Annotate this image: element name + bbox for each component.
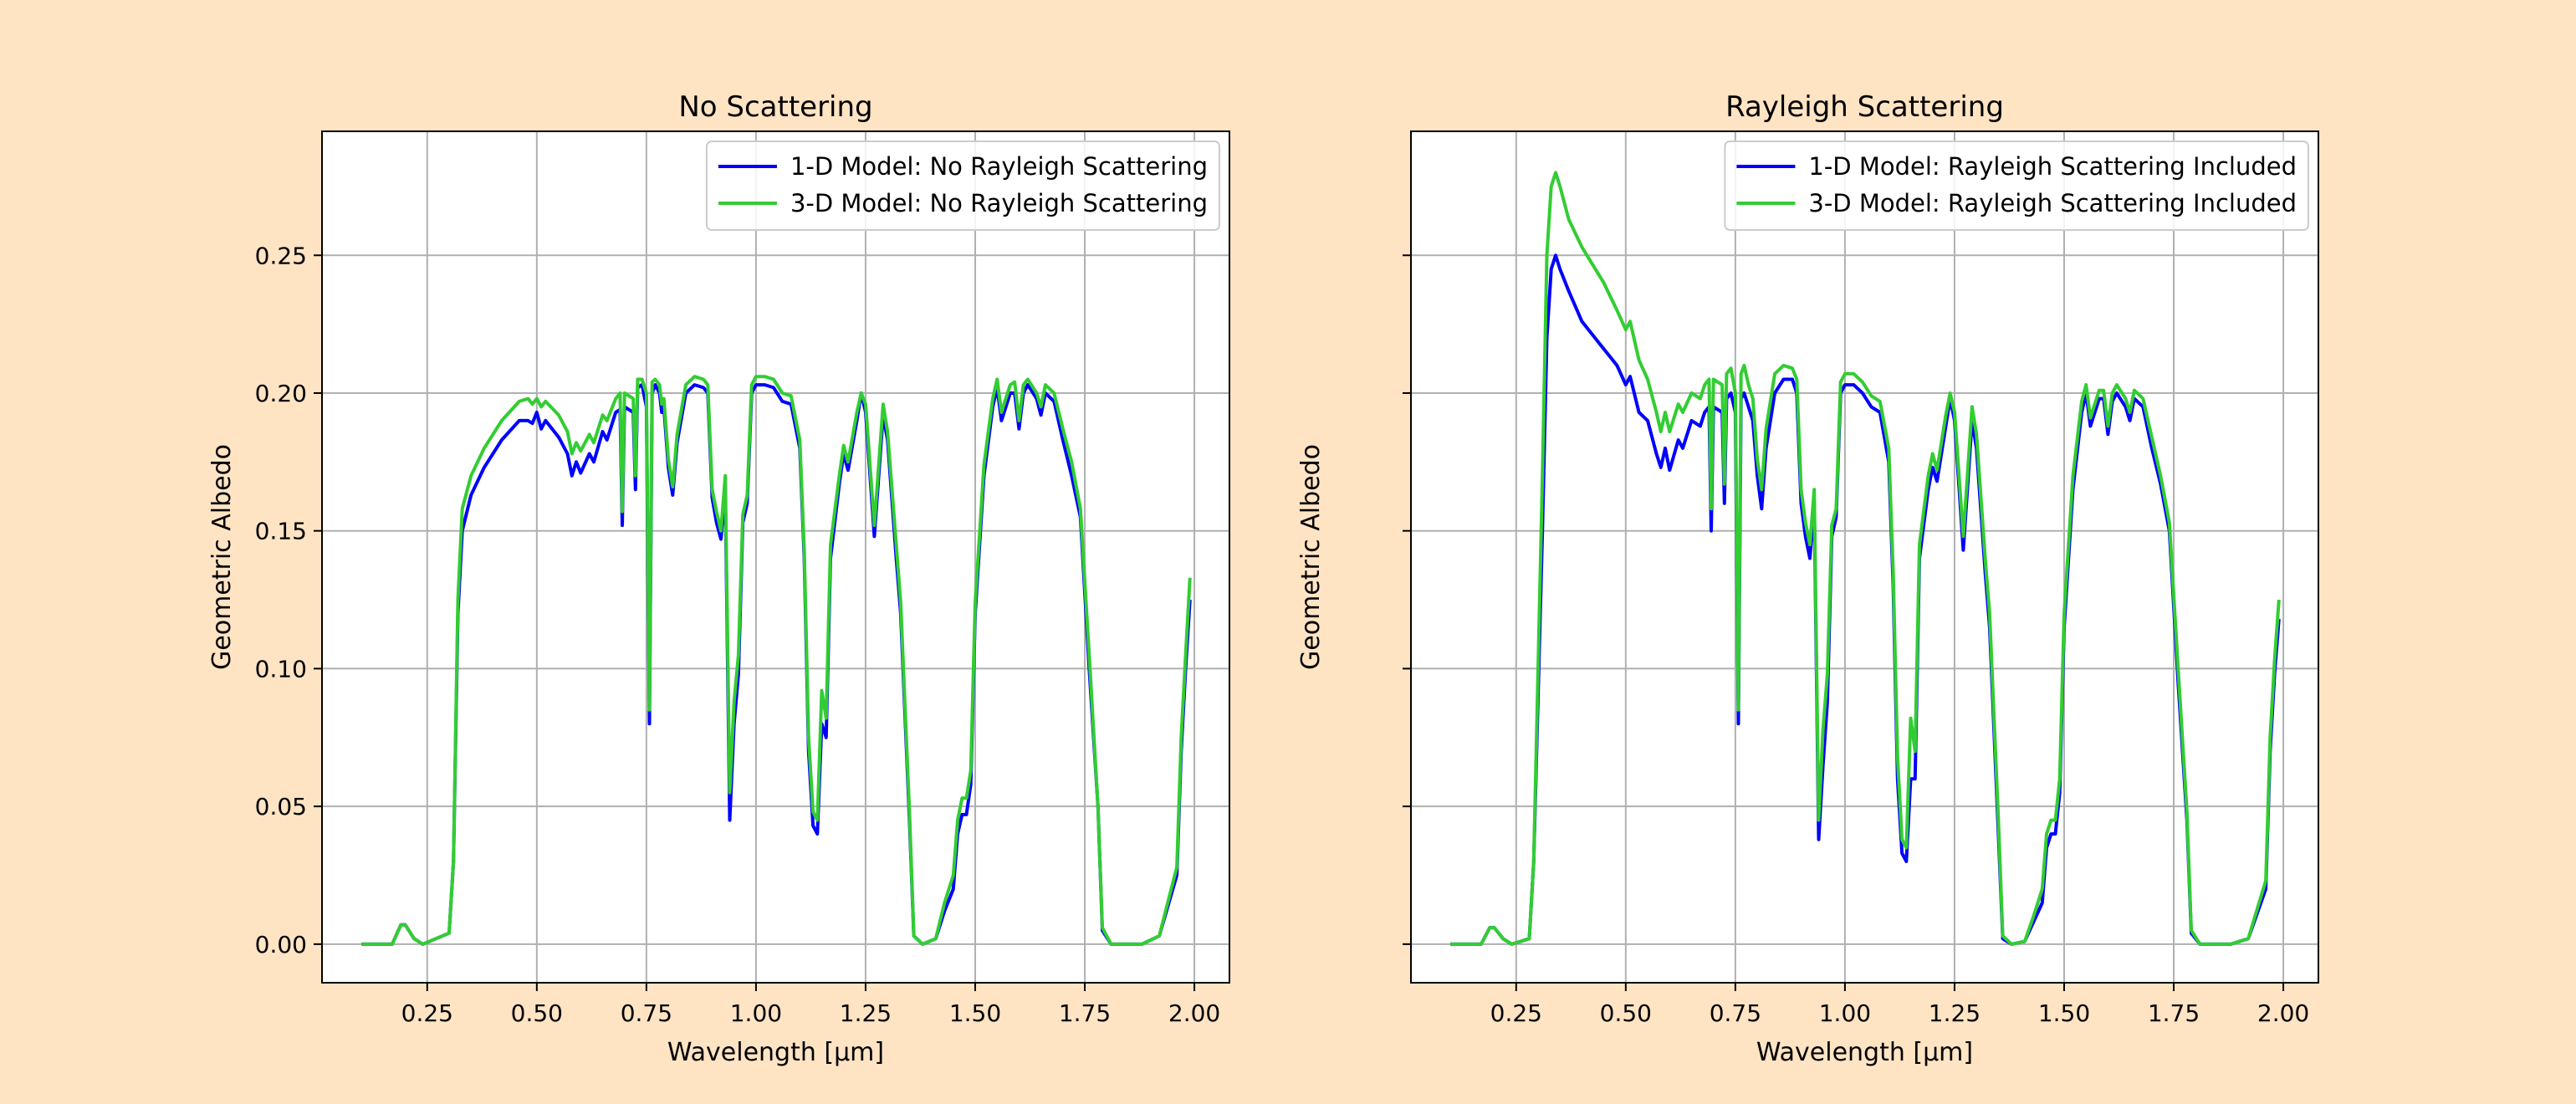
- x-tick-label: 1.00: [1819, 999, 1871, 1027]
- y-tick-label: 0.10: [255, 655, 307, 682]
- y-tick-label: 0.20: [255, 380, 307, 407]
- x-tick-label: 0.50: [511, 999, 563, 1027]
- series-group: [1450, 171, 2281, 946]
- legend-box: [1724, 141, 2309, 231]
- x-tick-label: 2.00: [2257, 999, 2309, 1027]
- y-tick-label: 0.15: [255, 518, 307, 545]
- axes-frame: [1410, 130, 2319, 984]
- x-tick-label: 0.75: [621, 999, 672, 1027]
- series-line-3d: [1450, 171, 2281, 946]
- y-tick-label: 0.00: [255, 931, 307, 958]
- x-tick-label: 1.50: [949, 999, 1001, 1027]
- plot-area: [322, 131, 1229, 983]
- legend-label: 3-D Model: Rayleigh Scattering Included: [1808, 189, 2297, 217]
- chart-panel-1: 0.25 0.50 0.75 1.00 1.25 1.50 1.75 2.00 0.00 0.05…: [207, 90, 1230, 1067]
- axes-frame: [321, 130, 1230, 984]
- legend-box: [705, 141, 1220, 231]
- x-tick-label: 1.50: [2038, 999, 2090, 1027]
- x-tick-label: 0.50: [1600, 999, 1652, 1027]
- legend-label: 1-D Model: No Rayleigh Scattering: [790, 152, 1208, 181]
- y-axis-label: Geometric Albedo: [1296, 444, 1326, 670]
- chart-title: Rayleigh Scattering: [1725, 90, 2004, 124]
- x-tick-label: 0.25: [1490, 999, 1542, 1027]
- x-tick-label: 1.00: [730, 999, 782, 1027]
- legend-label: 3-D Model: No Rayleigh Scattering: [790, 189, 1208, 217]
- x-axis-label: Wavelength [μm]: [1756, 1038, 1973, 1067]
- chart-panel-2: 0.25 0.50 0.75 1.00 1.25 1.50 1.75 2.00 Rayleigh…: [1296, 90, 2319, 1067]
- x-tick-label: 1.25: [840, 999, 892, 1027]
- chart-title: No Scattering: [678, 90, 872, 124]
- x-tick-label: 1.25: [1929, 999, 1981, 1027]
- series-line-3d: [361, 375, 1192, 946]
- legend-label: 1-D Model: Rayleigh Scattering Included: [1808, 152, 2297, 181]
- x-tick-label: 0.75: [1710, 999, 1761, 1027]
- series-group: [361, 375, 1192, 946]
- x-tick-label: 0.25: [401, 999, 453, 1027]
- x-tick-label: 2.00: [1168, 999, 1220, 1027]
- y-tick-label: 0.25: [255, 242, 307, 269]
- legend: 1-D Model: No Rayleigh Scattering 3-D Mod…: [705, 141, 1220, 231]
- x-axis-label: Wavelength [μm]: [667, 1038, 884, 1067]
- x-tick-label: 1.75: [1059, 999, 1111, 1027]
- x-tick-label: 1.75: [2148, 999, 2200, 1027]
- y-axis-label: Geometric Albedo: [207, 444, 237, 670]
- legend: 1-D Model: Rayleigh Scattering Included 3…: [1724, 141, 2309, 231]
- y-tick-label: 0.05: [255, 793, 307, 820]
